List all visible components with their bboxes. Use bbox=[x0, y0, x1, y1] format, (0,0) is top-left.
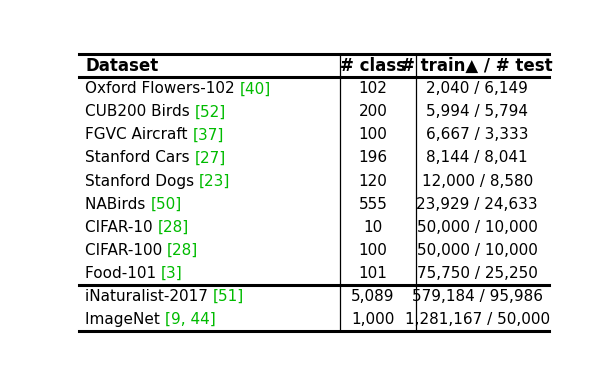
Text: CIFAR-100: CIFAR-100 bbox=[85, 242, 167, 258]
Text: NABirds: NABirds bbox=[85, 196, 151, 212]
Text: 6,667 / 3,333: 6,667 / 3,333 bbox=[426, 127, 529, 142]
Text: 5,994 / 5,794: 5,994 / 5,794 bbox=[427, 105, 528, 119]
Text: # train▲ / # test: # train▲ / # test bbox=[401, 57, 553, 75]
Text: Dataset: Dataset bbox=[85, 57, 159, 75]
Text: Oxford Flowers-102: Oxford Flowers-102 bbox=[85, 81, 239, 97]
Text: 10: 10 bbox=[364, 220, 382, 234]
Text: [50]: [50] bbox=[151, 196, 182, 212]
Text: [40]: [40] bbox=[239, 81, 271, 97]
Text: [9, 44]: [9, 44] bbox=[165, 312, 215, 327]
Text: 196: 196 bbox=[359, 150, 387, 165]
Text: 120: 120 bbox=[359, 174, 387, 188]
Text: CUB200 Birds: CUB200 Birds bbox=[85, 105, 195, 119]
Text: 579,184 / 95,986: 579,184 / 95,986 bbox=[412, 289, 543, 304]
Text: iNaturalist-2017: iNaturalist-2017 bbox=[85, 289, 213, 304]
Text: 50,000 / 10,000: 50,000 / 10,000 bbox=[417, 242, 538, 258]
Text: 100: 100 bbox=[359, 127, 387, 142]
Text: 200: 200 bbox=[359, 105, 387, 119]
Text: # class: # class bbox=[340, 57, 406, 75]
Text: Food-101: Food-101 bbox=[85, 266, 161, 280]
Text: 100: 100 bbox=[359, 242, 387, 258]
Text: [28]: [28] bbox=[167, 242, 198, 258]
Text: [28]: [28] bbox=[157, 220, 188, 234]
Text: [27]: [27] bbox=[195, 150, 226, 165]
Text: 555: 555 bbox=[359, 196, 387, 212]
Text: 8,144 / 8,041: 8,144 / 8,041 bbox=[427, 150, 528, 165]
Text: [52]: [52] bbox=[195, 105, 226, 119]
Text: [23]: [23] bbox=[199, 174, 230, 188]
Text: FGVC Aircraft: FGVC Aircraft bbox=[85, 127, 192, 142]
Text: 102: 102 bbox=[359, 81, 387, 97]
Text: 50,000 / 10,000: 50,000 / 10,000 bbox=[417, 220, 538, 234]
Text: Stanford Cars: Stanford Cars bbox=[85, 150, 195, 165]
Text: 12,000 / 8,580: 12,000 / 8,580 bbox=[422, 174, 533, 188]
Text: [3]: [3] bbox=[161, 266, 183, 280]
Text: 5,089: 5,089 bbox=[351, 289, 395, 304]
Text: 2,040 / 6,149: 2,040 / 6,149 bbox=[427, 81, 528, 97]
Text: 1,281,167 / 50,000: 1,281,167 / 50,000 bbox=[405, 312, 550, 327]
Text: [51]: [51] bbox=[213, 289, 244, 304]
Text: 1,000: 1,000 bbox=[351, 312, 395, 327]
Text: ImageNet: ImageNet bbox=[85, 312, 165, 327]
Text: [37]: [37] bbox=[192, 127, 224, 142]
Text: Stanford Dogs: Stanford Dogs bbox=[85, 174, 199, 188]
Text: 101: 101 bbox=[359, 266, 387, 280]
Text: 75,750 / 25,250: 75,750 / 25,250 bbox=[417, 266, 538, 280]
Text: 23,929 / 24,633: 23,929 / 24,633 bbox=[417, 196, 538, 212]
Text: CIFAR-10: CIFAR-10 bbox=[85, 220, 157, 234]
